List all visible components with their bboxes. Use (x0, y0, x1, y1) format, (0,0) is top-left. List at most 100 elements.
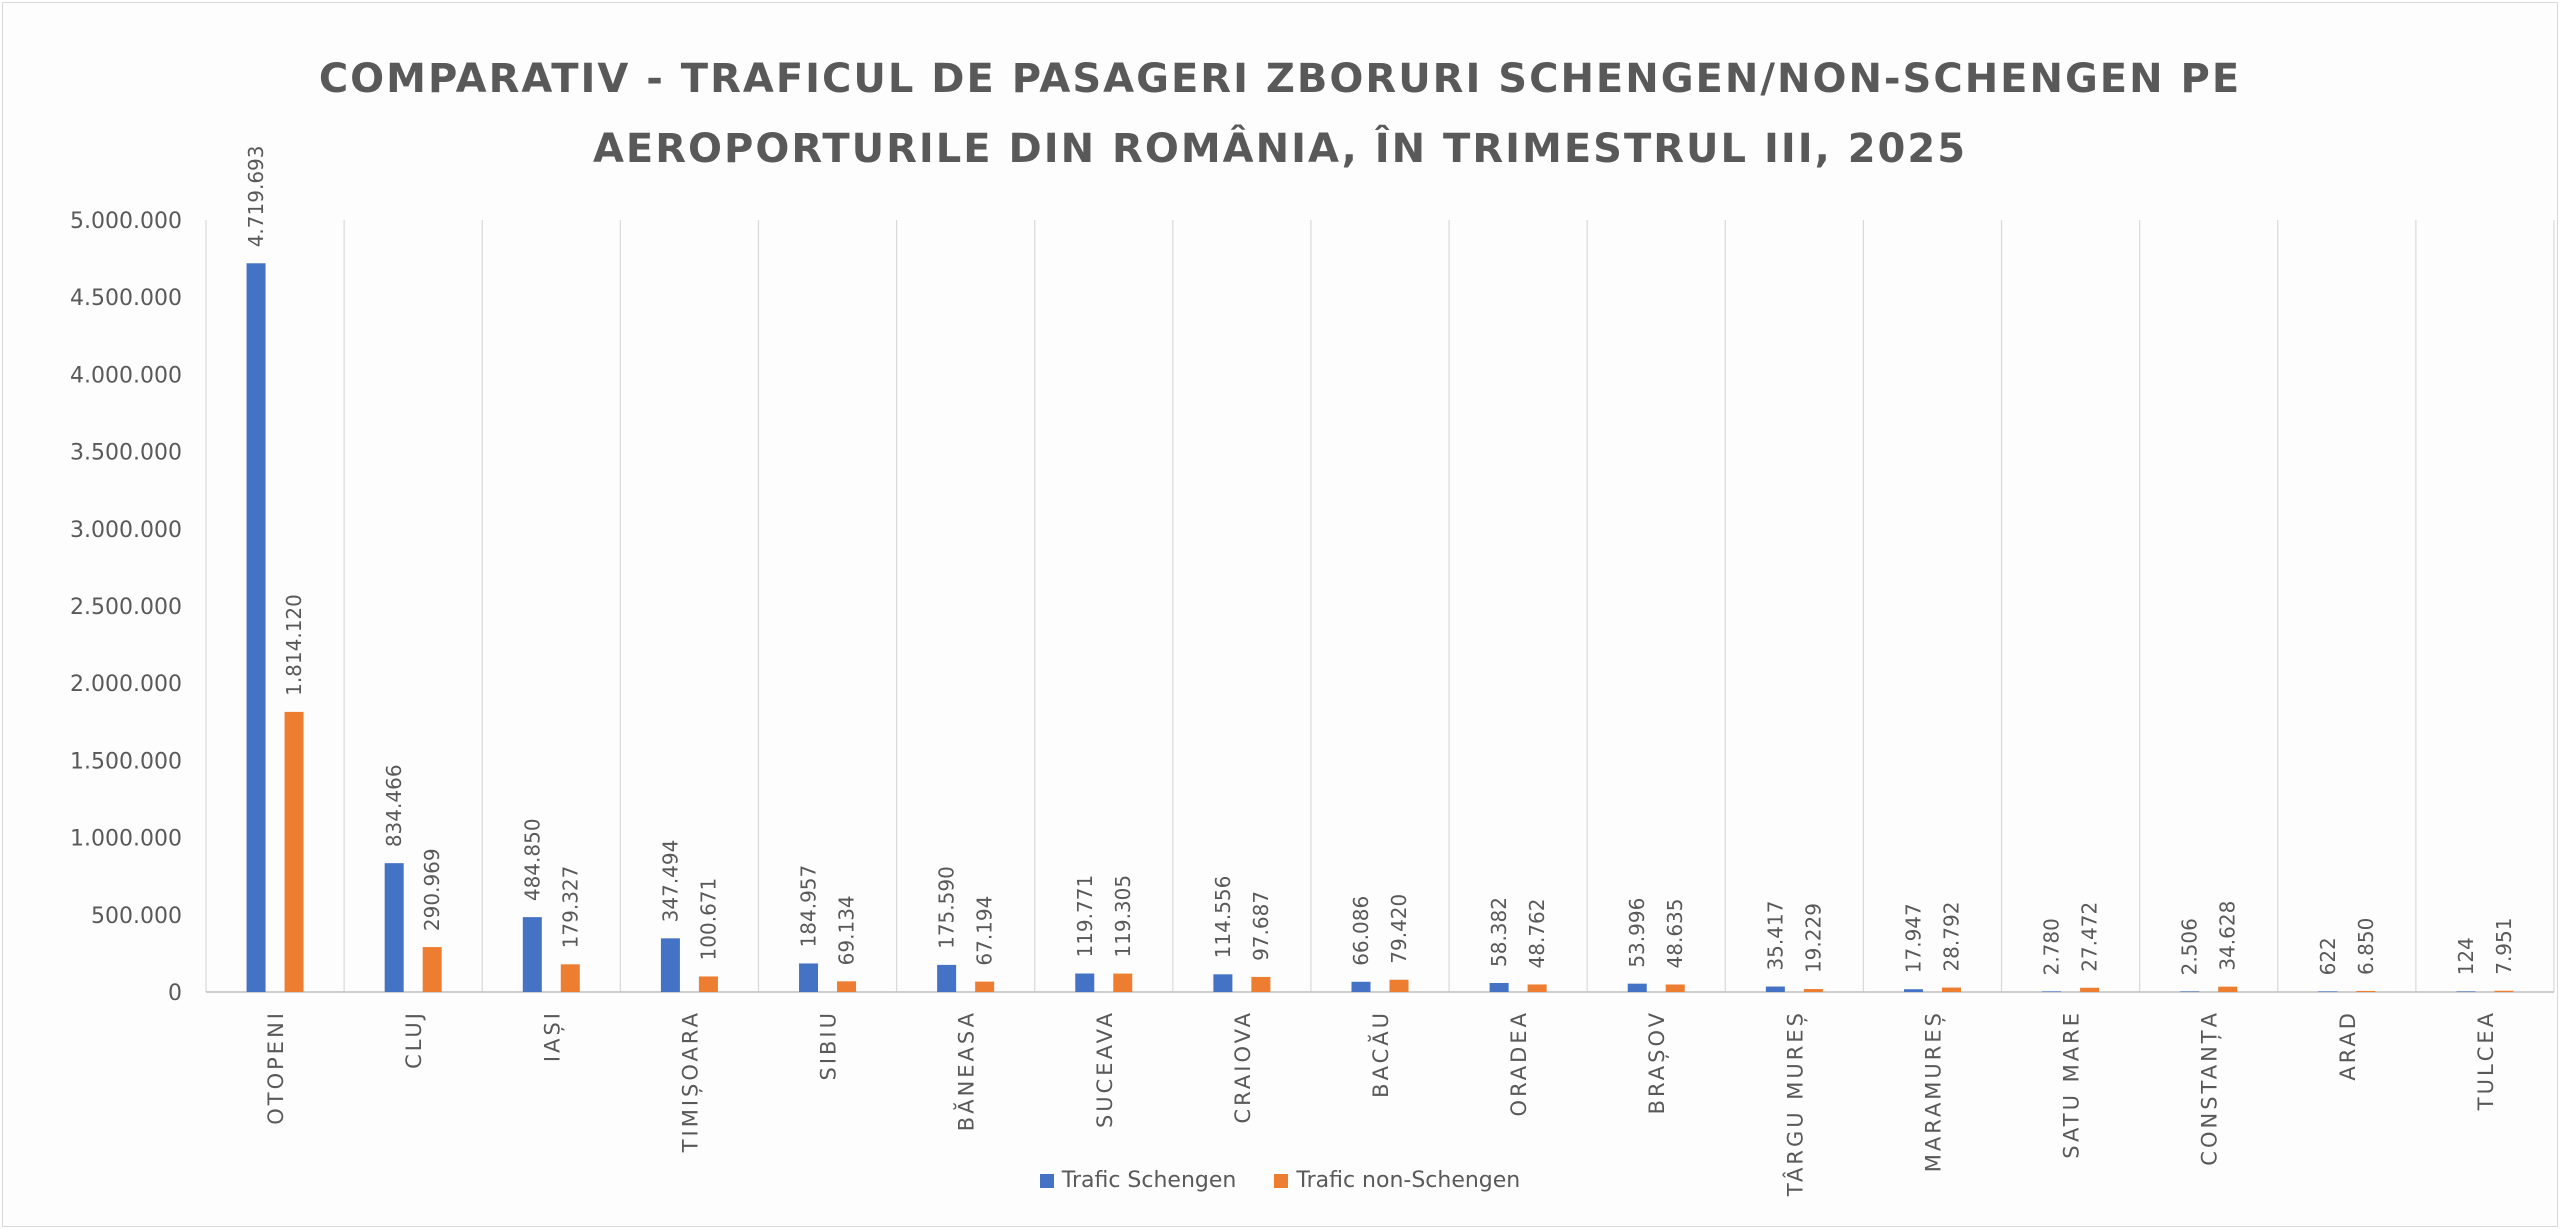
x-category-label: BRAȘOV (1645, 1010, 1669, 1114)
data-label-schengen: 2.780 (2040, 918, 2064, 975)
bar-schengen (1627, 983, 1647, 992)
bar-schengen (522, 917, 542, 992)
bar-non-schengen (2218, 986, 2238, 992)
data-label-non-schengen: 48.762 (1525, 898, 1549, 968)
y-tick-label: 1.500.000 (70, 749, 182, 774)
x-category-label: SUCEAVA (1093, 1010, 1117, 1128)
legend: Trafic Schengen Trafic non-Schengen (0, 1168, 2560, 1193)
bar-schengen (1489, 982, 1509, 992)
bar-schengen (660, 938, 680, 992)
x-category-label: TÂRGU MUREȘ (1782, 1010, 1807, 1197)
data-label-schengen: 119.771 (1073, 875, 1097, 958)
data-label-schengen: 184.957 (797, 865, 821, 948)
data-label-non-schengen: 1.814.120 (282, 594, 306, 696)
data-label-schengen: 114.556 (1211, 876, 1235, 959)
data-label-non-schengen: 79.420 (1387, 894, 1411, 964)
data-label-schengen: 622 (2316, 937, 2340, 975)
bar-schengen (1075, 973, 1095, 992)
data-label-non-schengen: 119.305 (1111, 875, 1135, 958)
legend-item-non-schengen: Trafic non-Schengen (1274, 1168, 1520, 1193)
data-label-non-schengen: 100.671 (696, 878, 720, 961)
bar-schengen (2318, 991, 2338, 992)
x-category-label: CONSTANȚA (2198, 1010, 2222, 1166)
bar-schengen (937, 964, 957, 992)
data-label-non-schengen: 179.327 (558, 866, 582, 949)
data-label-schengen: 124 (2454, 937, 2478, 975)
bar-non-schengen (2080, 987, 2100, 992)
x-category-label: IAȘI (540, 1010, 564, 1062)
data-label-non-schengen: 7.951 (2492, 918, 2516, 975)
data-label-schengen: 17.947 (1901, 903, 1925, 973)
bar-non-schengen (1251, 976, 1271, 992)
bar-non-schengen (1113, 973, 1133, 992)
data-label-schengen: 2.506 (2178, 918, 2202, 975)
bar-non-schengen (2494, 990, 2514, 992)
bar-schengen (1903, 989, 1923, 992)
bar-schengen (1351, 981, 1371, 992)
y-tick-label: 2.500.000 (70, 595, 182, 620)
x-category-label: BACĂU (1367, 1010, 1393, 1098)
y-tick-label: 3.000.000 (70, 518, 182, 543)
legend-swatch-schengen (1039, 1173, 1054, 1188)
data-label-non-schengen: 34.628 (2216, 901, 2240, 971)
x-category-label: ORADEA (1507, 1010, 1531, 1116)
data-label-schengen: 53.996 (1625, 898, 1649, 968)
bar-non-schengen (975, 981, 995, 992)
chart-title-line-1: COMPARATIV - TRAFICUL DE PASAGERI ZBORUR… (318, 56, 2242, 102)
data-label-schengen: 347.494 (658, 840, 682, 923)
x-category-label: SATU MARE (2060, 1010, 2084, 1159)
data-label-non-schengen: 28.792 (1939, 902, 1963, 972)
x-category-label: OTOPENI (264, 1010, 288, 1125)
bar-non-schengen (1665, 984, 1685, 992)
data-label-schengen: 484.850 (520, 818, 544, 901)
bar-non-schengen (1389, 979, 1409, 992)
data-label-schengen: 834.466 (382, 764, 406, 847)
legend-item-schengen: Trafic Schengen (1039, 1168, 1237, 1193)
bar-non-schengen (2356, 990, 2376, 992)
data-label-schengen: 4.719.693 (244, 145, 268, 247)
data-label-schengen: 66.086 (1349, 896, 1373, 966)
y-tick-label: 500.000 (91, 904, 182, 929)
x-category-label: CRAIOVA (1231, 1010, 1255, 1124)
legend-swatch-non-schengen (1274, 1173, 1289, 1188)
legend-label-schengen: Trafic Schengen (1061, 1168, 1237, 1193)
x-category-label: ARAD (2336, 1010, 2360, 1081)
x-category-label: SIBIU (817, 1010, 841, 1081)
y-tick-label: 4.000.000 (70, 363, 182, 388)
y-tick-label: 2.000.000 (70, 672, 182, 697)
bar-non-schengen (284, 711, 304, 992)
data-label-schengen: 58.382 (1487, 897, 1511, 967)
data-label-schengen: 175.590 (935, 866, 959, 949)
bar-schengen (2456, 991, 2476, 992)
y-tick-label: 3.500.000 (70, 441, 182, 466)
x-category-label: BĂNEASA (953, 1010, 979, 1131)
data-label-non-schengen: 6.850 (2354, 918, 2378, 975)
data-label-non-schengen: 69.134 (835, 895, 859, 965)
bar-schengen (246, 263, 266, 992)
chart-title-line-2: AEROPORTURILE DIN ROMÂNIA, ÎN TRIMESTRUL… (592, 126, 1968, 172)
bar-non-schengen (1803, 989, 1823, 992)
y-tick-label: 4.500.000 (70, 286, 182, 311)
y-tick-label: 5.000.000 (70, 209, 182, 234)
bar-schengen (799, 963, 819, 992)
bar-schengen (384, 863, 404, 992)
x-category-label: TULCEA (2474, 1010, 2498, 1111)
bar-non-schengen (837, 981, 857, 992)
y-tick-label: 0 (168, 981, 182, 1006)
y-tick-label: 1.000.000 (70, 827, 182, 852)
bar-schengen (2180, 991, 2200, 992)
bar-non-schengen (1941, 987, 1961, 992)
data-label-non-schengen: 97.687 (1249, 891, 1273, 961)
x-category-label: TIMIȘOARA (678, 1010, 702, 1153)
bar-non-schengen (560, 964, 580, 992)
data-label-schengen: 35.417 (1763, 901, 1787, 971)
x-category-label: CLUJ (402, 1010, 426, 1069)
chart-title: COMPARATIV - TRAFICUL DE PASAGERI ZBORUR… (0, 44, 2560, 184)
x-category-label: MARAMUREȘ (1921, 1010, 1945, 1172)
bar-non-schengen (422, 947, 442, 992)
bar-schengen (1213, 974, 1233, 992)
legend-label-non-schengen: Trafic non-Schengen (1296, 1168, 1521, 1193)
data-label-non-schengen: 48.635 (1663, 899, 1687, 969)
